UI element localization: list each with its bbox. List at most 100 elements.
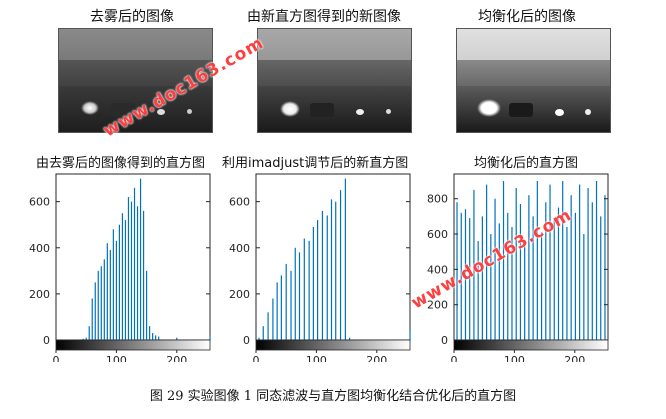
histogram-dehazed: 0 200 400 600 0 100 200 xyxy=(22,172,218,362)
histogram-bar xyxy=(142,210,145,340)
plot-area xyxy=(255,173,411,341)
dehazed-image xyxy=(58,28,213,133)
equalized-image xyxy=(456,28,611,133)
y-tick-label: 200 xyxy=(229,288,250,301)
histogram-bar xyxy=(536,181,538,340)
histogram-bar xyxy=(562,181,564,340)
histogram-title-dehazed: 由去雾后的图像得到的直方图 xyxy=(36,156,206,171)
histogram-svg: 0 200 400 600 0 100 200 xyxy=(229,173,411,362)
histogram-bar xyxy=(339,190,342,340)
histogram-bar xyxy=(349,337,351,340)
histogram-bar xyxy=(600,216,602,340)
histogram-bar xyxy=(106,243,108,340)
histogram-bar xyxy=(258,337,260,340)
histogram-bar xyxy=(294,247,296,340)
x-tick-label: 100 xyxy=(504,354,525,362)
histogram-bar xyxy=(262,326,264,340)
new-image xyxy=(257,28,412,133)
image-title-equalized: 均衡化后的图像 xyxy=(478,9,576,25)
y-tick-label: 0 xyxy=(243,334,250,347)
histogram-bar xyxy=(473,189,475,340)
histogram-bar xyxy=(136,206,139,340)
y-tick-label: 400 xyxy=(427,263,448,276)
histogram-bar xyxy=(91,298,93,340)
histogram-bar xyxy=(149,326,151,340)
histogram-bar xyxy=(276,282,278,340)
histogram-bar xyxy=(579,184,581,340)
histogram-bar xyxy=(321,210,324,340)
x-tick-label: 100 xyxy=(306,354,327,362)
histogram-bar xyxy=(121,213,124,340)
histogram-bar xyxy=(409,330,411,340)
histogram-bar xyxy=(267,312,269,340)
histogram-bar xyxy=(290,270,292,340)
histogram-bar xyxy=(549,184,551,340)
histogram-svg: 0 200 400 600 800 0 100 200 xyxy=(427,173,609,362)
x-tick-label: 0 xyxy=(253,354,260,362)
plot-area xyxy=(453,173,609,341)
histogram-bar xyxy=(494,198,496,340)
histogram-bar xyxy=(109,250,111,340)
y-tick-label: 200 xyxy=(29,288,50,301)
histogram-bar xyxy=(308,240,310,340)
histogram-bar xyxy=(583,234,585,340)
histogram-bar xyxy=(152,333,154,340)
y-tick-label: 0 xyxy=(43,334,50,347)
histogram-bar xyxy=(490,234,492,340)
histogram-bar xyxy=(155,335,157,340)
histogram-title-equalized: 均衡化后的直方图 xyxy=(474,156,579,171)
histogram-bar xyxy=(85,337,87,340)
histogram-bar xyxy=(481,216,483,340)
histogram-bar xyxy=(176,337,178,340)
histogram-bar xyxy=(591,202,593,340)
histogram-bar xyxy=(532,216,534,340)
plot-area xyxy=(55,173,211,341)
histogram-bar xyxy=(209,335,211,340)
y-tick-label: 400 xyxy=(229,242,250,255)
histogram-bar xyxy=(498,223,500,340)
histogram-bar xyxy=(335,201,337,340)
histogram-bar xyxy=(553,218,555,340)
histogram-bar xyxy=(82,338,84,340)
histogram-bar xyxy=(115,240,117,340)
y-tick-label: 600 xyxy=(427,228,448,241)
x-tick-label: 200 xyxy=(166,354,187,362)
histogram-bar xyxy=(502,181,505,340)
y-tick-label: 200 xyxy=(427,299,448,312)
histogram-bar xyxy=(317,220,319,340)
histogram-bar xyxy=(280,275,282,340)
histogram-bar xyxy=(595,181,598,340)
histogram-bar xyxy=(464,209,467,340)
histogram-bar xyxy=(507,212,509,340)
figure-caption: 图 29 实验图像 1 同态滤波与直方图均衡化结合优化后的直方图 xyxy=(149,389,517,404)
image-title-new-image: 由新直方图得到的新图像 xyxy=(247,9,401,25)
histogram-bar xyxy=(97,270,99,340)
histogram-bar xyxy=(511,226,513,340)
histogram-bar xyxy=(477,241,479,340)
y-tick-label: 800 xyxy=(427,193,448,206)
x-tick-label: 200 xyxy=(564,354,585,362)
x-tick-label: 0 xyxy=(451,354,458,362)
histogram-bar xyxy=(566,226,568,340)
histogram-bar xyxy=(326,215,328,340)
histogram-bar xyxy=(118,224,121,340)
histogram-bar xyxy=(524,242,526,340)
histogram-bar xyxy=(139,178,142,340)
histogram-bar xyxy=(574,212,576,340)
histogram-bar xyxy=(515,188,517,340)
histogram-bar xyxy=(103,259,105,340)
y-tick-label: 400 xyxy=(29,242,50,255)
x-tick-label: 100 xyxy=(106,354,127,362)
histogram-bar xyxy=(124,220,127,340)
histogram-bar xyxy=(112,229,114,340)
histogram-bar xyxy=(456,202,458,340)
histogram-bar xyxy=(460,212,462,340)
histogram-bar xyxy=(344,178,346,340)
histogram-bar xyxy=(133,187,136,340)
histogram-adjusted: 0 200 400 600 0 100 200 xyxy=(222,172,418,362)
histogram-bar xyxy=(540,232,543,340)
histogram-bar xyxy=(88,326,90,340)
histogram-bar xyxy=(312,227,314,340)
histogram-bar xyxy=(557,207,560,340)
histogram-bar xyxy=(127,197,130,340)
